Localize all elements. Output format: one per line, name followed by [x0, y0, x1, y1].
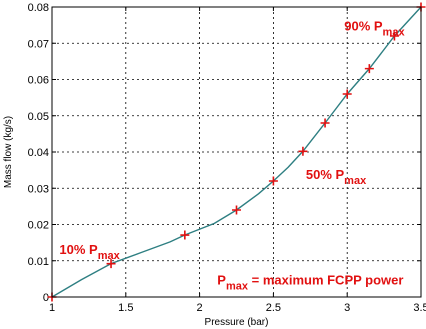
annotations: 10% Pmax 50% Pmax 90% Pmax Pmax = maximum F…	[59, 19, 405, 293]
mass-flow-curve	[51, 6, 422, 298]
x-axis-label: Pressure (bar)	[205, 317, 269, 328]
y-tick-label: 0.05	[28, 111, 49, 123]
x-tick-label: 2.5	[266, 302, 281, 314]
x-tick-label: 3.5	[413, 302, 426, 314]
grid-lines	[52, 7, 421, 297]
data-marker	[268, 176, 278, 186]
data-marker	[320, 118, 330, 128]
data-marker	[298, 146, 308, 156]
y-tick-label: 0.06	[28, 75, 49, 87]
y-axis-label: Mass flow (kg/s)	[3, 116, 14, 188]
y-tick-label: 0.02	[28, 220, 49, 232]
x-tick-label: 1.5	[118, 302, 133, 314]
x-tick-label: 2	[197, 302, 203, 314]
x-tick-label: 1	[49, 302, 55, 314]
y-tick-label: 0.01	[28, 256, 49, 268]
y-tick-label: 0.07	[28, 38, 49, 50]
data-marker	[364, 64, 374, 74]
data-marker	[232, 205, 241, 215]
y-tick-label: 0	[43, 292, 49, 304]
data-marker	[389, 31, 399, 41]
x-tick-label: 3	[344, 302, 350, 314]
data-marker	[106, 259, 116, 269]
y-tick-label: 0.03	[28, 183, 49, 195]
annotation-label: 90% Pmax	[344, 19, 405, 39]
annotation-label: 50% Pmax	[306, 167, 367, 187]
data-markers	[47, 2, 426, 302]
data-marker	[180, 230, 190, 240]
x-tick-labels: 1 1.5 2 2.5 3 3.5	[49, 302, 426, 314]
y-tick-label: 0.08	[28, 2, 49, 14]
annotation-label: 10% Pmax	[59, 242, 120, 262]
annotation-label: Pmax = maximum FCPP power	[217, 272, 403, 292]
y-tick-label: 0.04	[28, 147, 49, 159]
plot-frame	[51, 6, 422, 298]
data-marker	[342, 89, 352, 99]
y-tick-labels: 0 0.01 0.02 0.03 0.04 0.05 0.06 0.07 0.08	[28, 2, 49, 304]
